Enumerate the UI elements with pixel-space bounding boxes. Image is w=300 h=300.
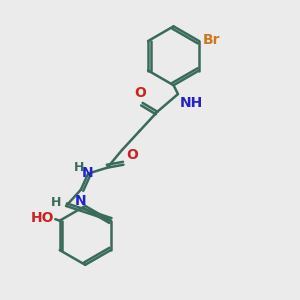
Text: N: N [82, 166, 93, 180]
Text: NH: NH [179, 95, 203, 110]
Text: O: O [126, 148, 138, 162]
Text: O: O [134, 86, 146, 100]
Text: H: H [74, 160, 85, 174]
Text: H: H [51, 196, 61, 209]
Text: HO: HO [30, 211, 54, 225]
Text: Br: Br [202, 33, 220, 46]
Text: N: N [74, 194, 86, 208]
